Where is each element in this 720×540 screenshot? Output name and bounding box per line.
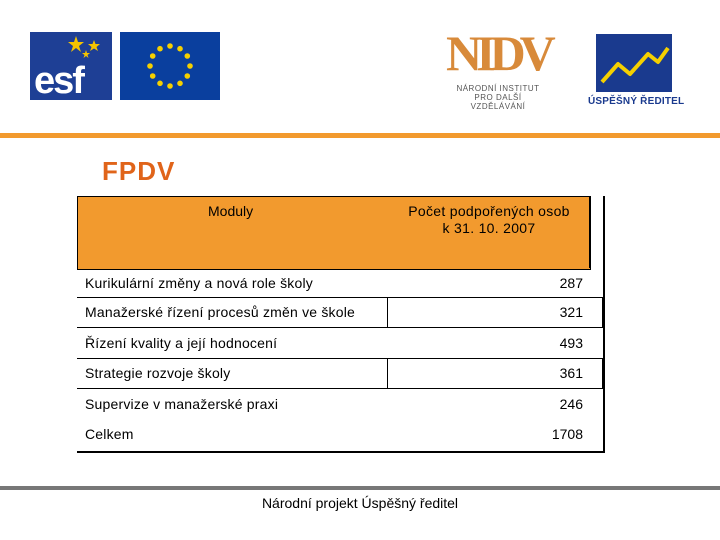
row-value: 287 — [559, 275, 583, 291]
eu-stars-icon — [147, 43, 193, 89]
star-icon — [68, 36, 100, 58]
row-name: Strategie rozvoje školy — [85, 365, 231, 381]
bottom-divider — [0, 486, 720, 490]
row-value: 321 — [559, 304, 583, 320]
row-name: Supervize v manažerské praxi — [85, 396, 279, 412]
nidv-line-3: VZDĚLÁVÁNÍ — [470, 102, 526, 111]
table-row: Kurikulární změny a nová role školy 287 — [77, 268, 603, 298]
table-row-total: Celkem 1708 — [77, 419, 603, 449]
row-name: Kurikulární změny a nová role školy — [85, 275, 313, 291]
table-row: Řízení kvality a její hodnocení 493 — [77, 328, 603, 358]
table-row: Manažerské řízení procesů změn ve škole … — [77, 297, 603, 328]
esf-logo-text: esf — [34, 60, 85, 100]
rising-line-icon — [600, 46, 670, 84]
row-name: Manažerské řízení procesů změn ve škole — [85, 304, 356, 320]
table-header: Moduly Počet podpořených osob k 31. 10. … — [77, 196, 591, 270]
uspesny-reditel-label: ÚSPĚŠNÝ ŘEDITEL — [588, 96, 685, 107]
row-name: Celkem — [85, 426, 134, 442]
top-divider — [0, 133, 720, 138]
uspesny-reditel-logo: ÚSPĚŠNÝ ŘEDITEL — [588, 34, 685, 110]
table-row: Strategie rozvoje školy 361 — [77, 358, 603, 389]
nidv-line-1: NÁRODNÍ INSTITUT — [456, 84, 540, 93]
nidv-logo: NIDV NÁRODNÍ INSTITUT PRO DALŠÍ VZDĚLÁVÁ… — [440, 24, 556, 116]
nidv-line-2: PRO DALŠÍ — [474, 93, 522, 102]
header-edge — [589, 196, 602, 268]
row-value: 361 — [559, 365, 583, 381]
uspesny-reditel-emblem — [596, 34, 672, 92]
row-name: Řízení kvality a její hodnocení — [85, 335, 278, 351]
row-value: 493 — [559, 335, 583, 351]
nidv-logo-mark: NIDV — [446, 25, 556, 81]
row-value: 1708 — [551, 426, 583, 442]
eu-flag-logo — [120, 32, 220, 100]
nidv-logo-subtitle: NÁRODNÍ INSTITUT PRO DALŠÍ VZDĚLÁVÁNÍ — [448, 84, 548, 111]
column-header-moduly: Moduly — [208, 203, 254, 219]
page-title: FPDV — [102, 156, 176, 186]
table-row: Supervize v manažerské praxi 246 — [77, 389, 603, 419]
esf-logo: esf — [30, 32, 112, 100]
row-value: 246 — [559, 396, 583, 412]
data-table: Moduly Počet podpořených osob k 31. 10. … — [77, 196, 605, 453]
column-header-count-line1: Počet podpořených osob — [408, 203, 570, 219]
column-header-count: Počet podpořených osob k 31. 10. 2007 — [394, 203, 584, 237]
footer-text: Národní projekt Úspěšný ředitel — [261, 495, 459, 511]
column-header-count-line2: k 31. 10. 2007 — [442, 220, 536, 236]
